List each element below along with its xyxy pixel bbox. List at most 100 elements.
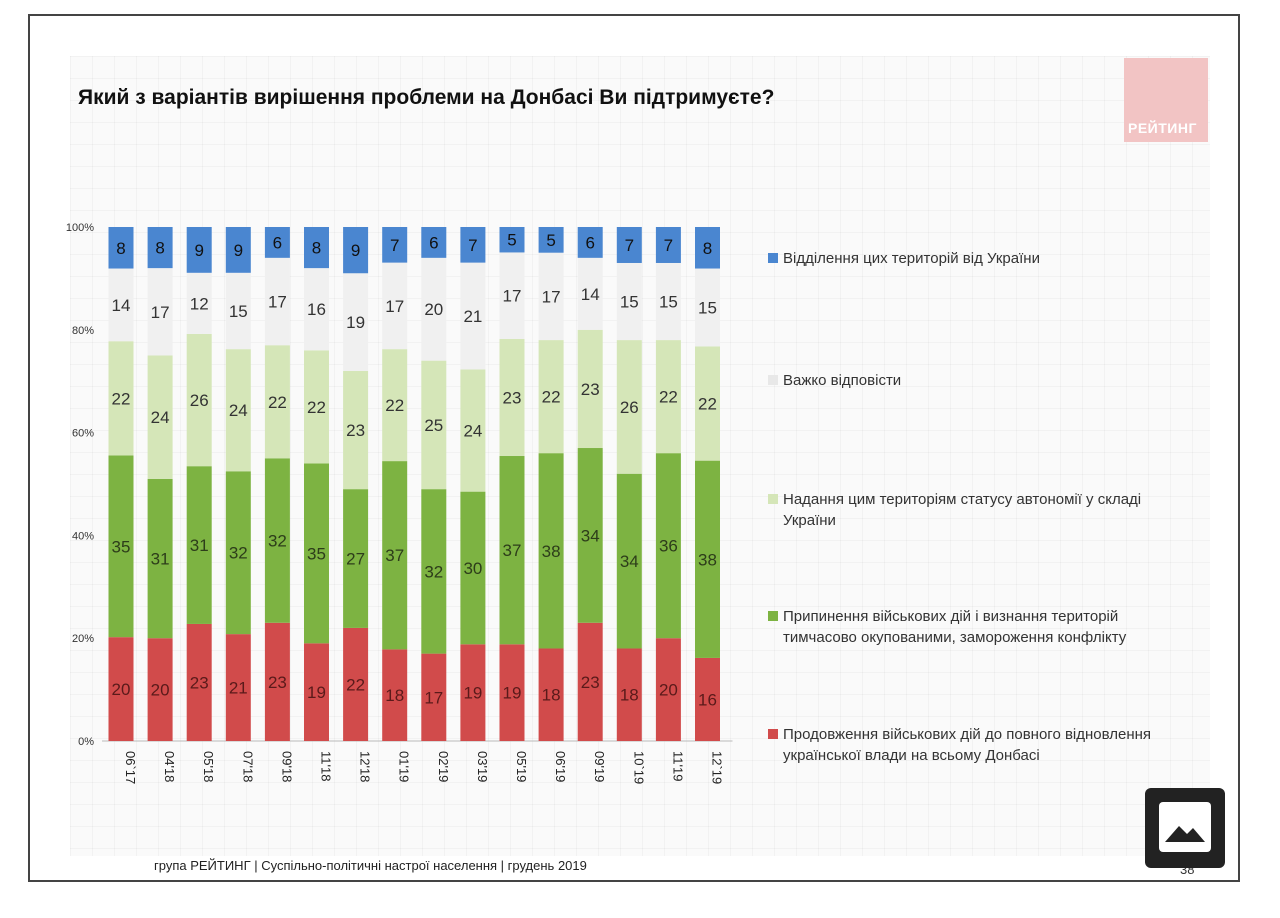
x-tick-label: 04'18 [162,751,177,782]
data-label-ceasefire: 30 [463,559,482,578]
x-tick-label: 11'18 [319,751,334,781]
data-label-continuation: 18 [542,686,561,705]
data-label-continuation: 23 [581,673,600,692]
legend-label-continuation: Продовження військових дій до повного ві… [783,726,1152,764]
bar-segment-separation [264,227,290,258]
bar-segment-autonomy [538,340,564,454]
data-label-autonomy: 26 [620,398,639,417]
legend-label-autonomy: Надання цим територіям статусу автономії… [783,491,1142,529]
data-label-ceasefire: 32 [424,562,443,581]
bar-segment-continuation [616,648,642,741]
legend-swatch-autonomy [768,494,778,504]
data-label-separation: 6 [585,233,594,252]
bar-segment-continuation [460,644,486,741]
legend-item-autonomy: Надання цим територіям статусу автономії… [768,489,1198,531]
legend-item-ceasefire: Припинення військових дій і визнання тер… [768,606,1188,648]
data-label-continuation: 21 [229,679,248,698]
data-label-separation: 7 [664,236,673,255]
data-label-ceasefire: 36 [659,537,678,556]
bar-segment-continuation [577,622,603,741]
x-tick-label: 12'18 [358,751,373,782]
data-label-autonomy: 23 [581,380,600,399]
data-label-separation: 7 [625,236,634,255]
bar-segment-continuation [421,653,447,741]
bar-segment-ceasefire [264,458,290,623]
bar-segment-autonomy [304,350,329,464]
chart-title: Який з варіантів вирішення проблеми на Д… [78,86,775,109]
data-label-hard_to_say: 19 [346,313,365,332]
data-label-ceasefire: 37 [503,541,522,560]
bar-segment-continuation [264,622,290,741]
data-label-continuation: 20 [151,681,170,700]
data-label-separation: 8 [703,239,712,258]
bar-segment-hard_to_say [343,273,369,371]
y-tick-label: 40% [72,530,94,542]
bar-segment-ceasefire [538,453,564,649]
x-tick-label: 07'18 [240,751,255,782]
data-label-continuation: 17 [424,688,443,707]
data-label-hard_to_say: 17 [542,287,561,306]
stacked-bar-chart: 0% 20% 40% 60% 80% 100% 20 35 22 14 8 06`17 20 31 24 17… [66,222,733,784]
data-label-continuation: 18 [620,686,639,705]
x-tick-label: 01'19 [397,751,412,782]
brand-logo: РЕЙТИНГ [1124,58,1208,142]
data-label-ceasefire: 38 [698,550,717,569]
data-label-hard_to_say: 16 [307,300,326,319]
data-label-separation: 6 [273,233,282,252]
image-icon [1159,802,1211,852]
data-label-hard_to_say: 15 [698,298,717,317]
data-label-ceasefire: 38 [542,542,561,561]
data-label-hard_to_say: 21 [463,307,482,326]
legend-label-separation: Відділення цих територій від України [783,250,1040,267]
data-label-separation: 6 [429,233,438,252]
data-label-autonomy: 22 [268,393,287,412]
logo-text: РЕЙТИНГ [1128,120,1197,136]
data-label-hard_to_say: 15 [659,293,678,312]
data-label-autonomy: 22 [698,395,717,414]
data-label-continuation: 19 [463,684,482,703]
x-tick-label: 11'19 [670,751,685,781]
bar-segment-separation [108,227,134,269]
x-tick-label: 05'18 [201,751,216,782]
bar-segment-continuation [304,643,329,741]
data-label-ceasefire: 31 [151,550,170,569]
legend-label-hard-to-say: Важко відповісти [783,372,902,389]
bar-segment-autonomy [382,349,408,462]
bar-segment-autonomy [147,355,173,479]
x-tick-label: 06`17 [123,751,138,784]
data-label-autonomy: 24 [463,422,482,441]
x-tick-label: 09'18 [279,751,294,782]
data-label-continuation: 20 [659,681,678,700]
data-label-continuation: 23 [190,673,209,692]
bar-segment-autonomy [108,341,134,456]
bar-segment-hard_to_say [695,268,720,347]
image-view-button[interactable] [1145,788,1225,868]
data-label-autonomy: 22 [542,388,561,407]
data-label-autonomy: 24 [151,408,170,427]
data-label-separation: 8 [155,239,164,258]
data-label-continuation: 19 [503,684,522,703]
bar-segment-autonomy [343,370,369,490]
footer-text: група РЕЙТИНГ | Суспільно-політичні наст… [154,858,587,873]
y-tick-label: 20% [72,633,94,645]
bar-segment-ceasefire [382,461,408,650]
bar-segment-continuation [695,657,720,741]
data-label-continuation: 16 [698,690,717,709]
x-tick-label: 02'19 [436,751,451,782]
bar-segment-hard_to_say [577,257,603,330]
data-label-ceasefire: 31 [190,536,209,555]
y-tick-label: 0% [78,736,94,748]
bar-segment-ceasefire [460,491,486,645]
data-label-ceasefire: 35 [307,544,326,563]
bar-segment-autonomy [225,349,251,472]
bar-segment-separation [577,227,603,258]
legend-item-separation: Відділення цих територій від України [768,248,1208,269]
bar-segment-separation [616,227,642,263]
bar-segment-ceasefire [147,478,173,639]
data-label-hard_to_say: 15 [229,302,248,321]
bar-segment-continuation [108,637,134,741]
bar-segment-hard_to_say [538,252,564,341]
bar-segment-hard_to_say [499,252,525,339]
data-label-continuation: 20 [112,680,131,699]
data-label-ceasefire: 32 [229,544,248,563]
